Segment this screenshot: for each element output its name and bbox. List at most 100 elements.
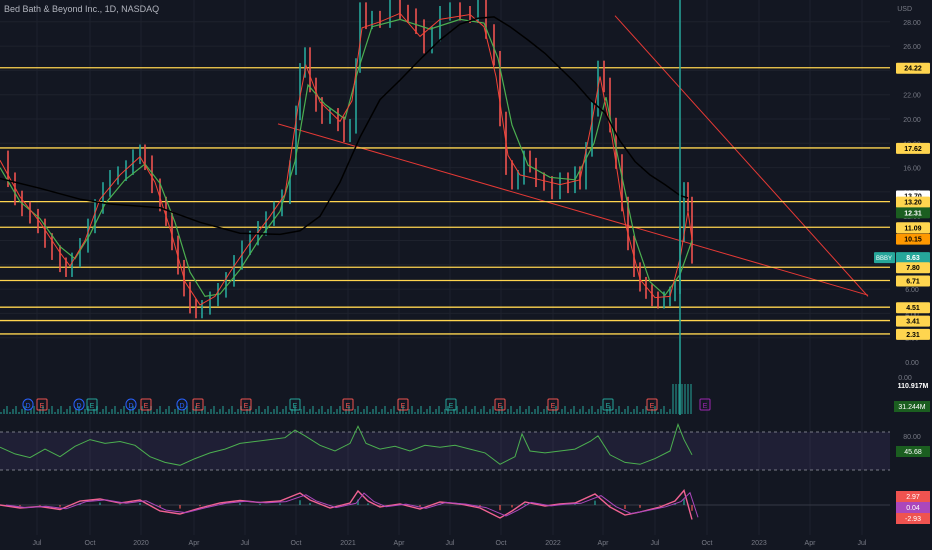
volume-bar-561 [561, 409, 563, 414]
volume-bar-258 [258, 406, 260, 414]
event-marker-12 [445, 398, 457, 411]
volume-bar-162 [162, 412, 164, 414]
volume-bar-234 [234, 412, 236, 414]
volume-marker-label: 110.917M [898, 383, 929, 390]
volume-bar-261 [261, 412, 263, 414]
volume-bar-579 [579, 409, 581, 414]
x-tick-14: 2023 [751, 540, 767, 547]
volume-bar-12 [12, 409, 14, 414]
volume-bar-507 [507, 409, 509, 414]
volume-bar-123 [123, 406, 125, 414]
volume-bar-30 [30, 409, 32, 414]
volume-bar-618 [618, 406, 620, 414]
event-marker-0 [22, 398, 34, 411]
volume-bar-108 [108, 412, 110, 414]
price-axis: 28.0026.0024.0022.0020.0018.0016.0014.00… [874, 20, 930, 524]
event-marker-6 [176, 398, 188, 411]
volume-bar-525 [525, 409, 527, 414]
volume-bar-231 [231, 406, 233, 414]
volume-bar-600 [600, 406, 602, 414]
event-marker-label-7: E [196, 403, 201, 410]
price-label-7: 6.71 [906, 278, 920, 285]
volume-bar-627 [627, 406, 629, 414]
volume-bar-396 [396, 412, 398, 414]
macd-hist-37 [659, 505, 661, 506]
volume-marker-bg [896, 380, 930, 391]
macd-hist-14 [279, 503, 281, 505]
price-label-2: 12.31 [904, 210, 922, 217]
volume-bar-342 [342, 412, 344, 414]
volume-bar-606 [606, 409, 608, 414]
volume-bar-159 [159, 406, 161, 414]
event-marker-13 [494, 398, 506, 411]
volume-bar-687 [687, 384, 689, 414]
macd-hist-10 [199, 505, 201, 507]
macd-current-2: -2.93 [905, 516, 921, 523]
volume-bar-474 [474, 406, 476, 414]
volume-bar-39 [39, 409, 41, 414]
price-label-10: 2.31 [906, 332, 920, 339]
volume-bar-72 [72, 412, 74, 414]
volume-bar-51 [51, 406, 53, 414]
macd-hist-7 [139, 503, 141, 505]
macd-hist-6 [119, 504, 121, 505]
volume-bar-246 [246, 409, 248, 414]
event-marker-label-16: E [650, 403, 655, 410]
volume-bar-219 [219, 409, 221, 414]
volume-bar-450 [450, 412, 452, 414]
macd-current-1: 0.04 [906, 505, 920, 512]
x-tick-2: 2020 [133, 540, 149, 547]
volume-bar-690 [690, 384, 692, 414]
volume-bar-528 [528, 406, 530, 414]
volume-axis-label: 0.00 [898, 375, 912, 382]
volume-bar-117 [117, 412, 119, 414]
volume-bar-228 [228, 409, 230, 414]
event-marker-2 [73, 398, 85, 411]
event-marker-9 [289, 398, 301, 411]
event-marker-1 [36, 398, 48, 411]
volume-bar-414 [414, 412, 416, 414]
volume-bar-567 [567, 412, 569, 414]
volume-bar-498 [498, 409, 500, 414]
volume-bar-480 [480, 409, 482, 414]
volume-bar-291 [291, 409, 293, 414]
volume-bar-222 [222, 406, 224, 414]
volume-bar-453 [453, 409, 455, 414]
volume-bar-441 [441, 412, 443, 414]
price-label-5: 8.63 [906, 255, 920, 262]
event-marker-10 [342, 398, 354, 411]
event-marker-label-4: D [128, 403, 133, 410]
volume-bar-636 [636, 406, 638, 414]
volume-bar-144 [144, 412, 146, 414]
price-label-11: 24.22 [904, 66, 922, 73]
trendline-0 [277, 123, 869, 296]
event-marker-14 [547, 398, 559, 411]
volume-bar-270 [270, 412, 272, 414]
volume-bar-642 [642, 409, 644, 414]
volume-bar-312 [312, 406, 314, 414]
volume-bar-18 [18, 412, 20, 414]
volume-bar-81 [81, 412, 83, 414]
volume-bar-0 [0, 412, 2, 414]
rsi-band [0, 432, 890, 470]
macd-hist-20 [367, 503, 369, 505]
volume-bar-381 [381, 409, 383, 414]
event-marker-7 [192, 398, 204, 411]
volume-bar-330 [330, 406, 332, 414]
macd-current-bg-1 [896, 502, 930, 513]
volume-bar-345 [345, 409, 347, 414]
volume-current-bg [894, 401, 930, 412]
price-label-bg-9 [896, 315, 930, 327]
price-label-8: 4.51 [906, 305, 920, 312]
volume-bar-657 [657, 412, 659, 414]
price-label-bg-10 [896, 328, 930, 340]
volume-bar-303 [303, 406, 305, 414]
volume-bar-558 [558, 412, 560, 414]
volume-bar-435 [435, 409, 437, 414]
event-marker-3 [86, 398, 98, 411]
volume-bar-54 [54, 412, 56, 414]
event-marker-label-6: D [179, 403, 184, 410]
volume-bar-669 [669, 409, 671, 414]
volume-bar-351 [351, 412, 353, 414]
x-tick-16: Jul [858, 540, 867, 547]
